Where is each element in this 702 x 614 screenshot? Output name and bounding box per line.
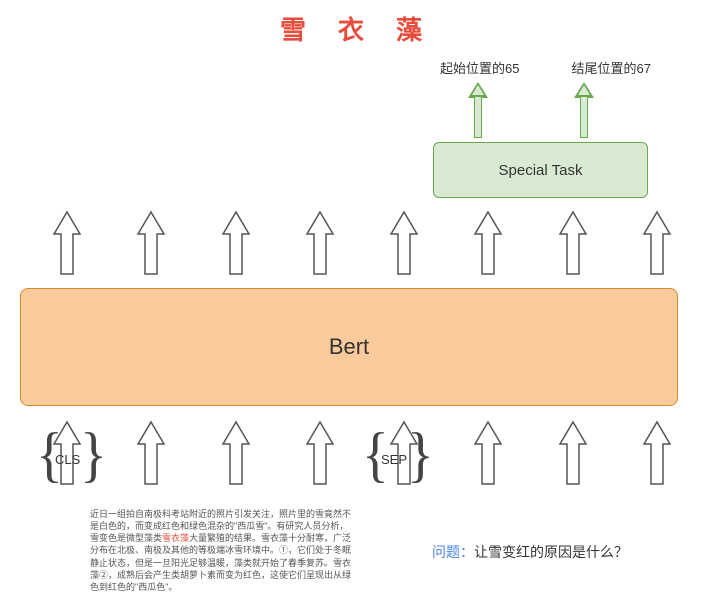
question: 问题：让雪变红的原因是什么？ [432, 542, 628, 562]
context-passage: 近日一组拍自南极科考站附近的照片引发关注，照片里的雪竟然不是白色的，而变成红色和… [90, 508, 355, 593]
output-arrow-8 [642, 210, 672, 278]
green-arrow-end [574, 82, 594, 138]
bert-label: Bert [329, 334, 369, 360]
context-highlight: 雪衣藻 [162, 533, 189, 543]
input-arrow-2 [136, 420, 166, 488]
output-arrow-4 [305, 210, 335, 278]
input-arrow-6 [473, 420, 503, 488]
title-char-2: 衣 [338, 10, 364, 47]
title-char-1: 雪 [280, 10, 306, 47]
input-arrow-8 [642, 420, 672, 488]
question-label: 问题： [432, 544, 474, 560]
input-arrow-4 [305, 420, 335, 488]
start-position-label: 起始位置的65 [440, 58, 519, 77]
cls-brace-right: } [80, 424, 107, 486]
cls-label: CLS [55, 452, 80, 467]
question-body: 让雪变红的原因是什么？ [474, 544, 628, 560]
output-arrow-1 [52, 210, 82, 278]
bert-output-arrows [52, 210, 672, 278]
end-position-label: 结尾位置的67 [571, 58, 650, 77]
special-task-label: Special Task [499, 162, 583, 179]
output-arrow-7 [558, 210, 588, 278]
green-arrow-start [468, 82, 488, 138]
special-task-box: Special Task [433, 142, 648, 198]
bert-box: Bert [20, 288, 678, 406]
output-arrow-5 [389, 210, 419, 278]
output-arrow-2 [136, 210, 166, 278]
input-arrow-3 [221, 420, 251, 488]
green-arrows-group [468, 82, 594, 138]
output-arrow-3 [221, 210, 251, 278]
sep-brace-right: } [407, 424, 434, 486]
title-char-3: 藻 [396, 10, 422, 47]
position-labels: 起始位置的65 结尾位置的67 [440, 58, 651, 77]
output-title: 雪 衣 藻 [0, 10, 702, 47]
output-arrow-6 [473, 210, 503, 278]
input-arrow-7 [558, 420, 588, 488]
sep-label: SEP [381, 452, 407, 467]
